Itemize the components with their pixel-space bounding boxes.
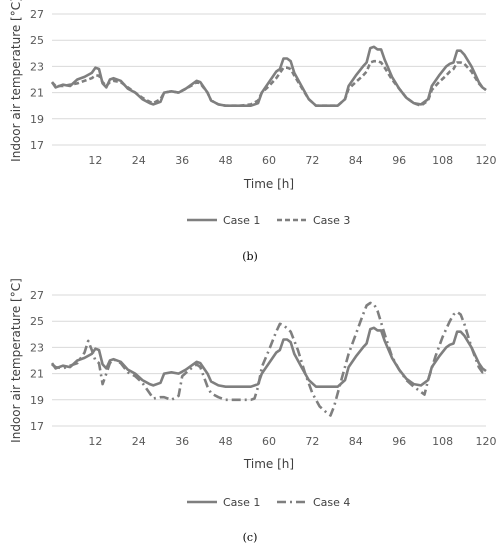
chart-panel-b: 17 19 21 23 25 27 12 24 36 48 60 72 84 96 108 120 Indoor… — [9, 0, 497, 263]
x-tick-label: 36 — [175, 435, 189, 448]
x-axis-label: Time [h] — [243, 457, 294, 471]
y-tick-label: 25 — [30, 315, 44, 328]
x-tick-label: 60 — [262, 154, 276, 167]
y-tick-label: 23 — [30, 341, 44, 354]
x-tick-label: 96 — [392, 154, 406, 167]
x-tick-label: 12 — [88, 154, 102, 167]
legend-label: Case 1 — [223, 214, 260, 227]
x-tick-label: 12 — [88, 435, 102, 448]
legend-label: Case 3 — [313, 214, 350, 227]
y-axis-label: Indoor air temperature [°C] — [9, 278, 23, 443]
x-tick-label: 24 — [132, 154, 146, 167]
x-axis-label: Time [h] — [243, 177, 294, 191]
x-tick-label: 24 — [132, 435, 146, 448]
y-tick-label: 27 — [30, 289, 44, 302]
y-tick-label: 27 — [30, 8, 44, 21]
legend-label: Case 4 — [313, 496, 350, 509]
x-tick-label: 120 — [476, 435, 497, 448]
panel-label: (b) — [242, 250, 258, 263]
series-line-case-1 — [50, 326, 487, 388]
chart-panel-c: 17 19 21 23 25 27 12 24 36 48 60 72 84 96 108 120 Indoor… — [9, 278, 497, 544]
x-tick-label: 48 — [219, 154, 233, 167]
legend-label: Case 1 — [223, 496, 260, 509]
y-tick-label: 17 — [30, 420, 44, 433]
x-tick-label: 84 — [349, 154, 363, 167]
y-tick-label: 21 — [30, 87, 44, 100]
x-tick-label: 48 — [219, 435, 233, 448]
x-tick-label: 84 — [349, 435, 363, 448]
x-tick-label: 60 — [262, 435, 276, 448]
x-tick-label: 72 — [305, 435, 319, 448]
y-tick-label: 17 — [30, 139, 44, 152]
panel-label: (c) — [243, 531, 258, 544]
y-tick-label: 21 — [30, 368, 44, 381]
y-tick-label: 23 — [30, 60, 44, 73]
x-tick-label: 120 — [476, 154, 497, 167]
x-tick-label: 108 — [432, 154, 453, 167]
series-line-case-4 — [51, 301, 486, 417]
y-axis-label: Indoor air temperature [°C] — [9, 0, 23, 162]
x-tick-label: 72 — [305, 154, 319, 167]
series-line-case-3 — [51, 59, 487, 107]
x-tick-label: 36 — [175, 154, 189, 167]
y-tick-label: 19 — [30, 113, 44, 126]
x-tick-label: 96 — [392, 435, 406, 448]
series-line-case-1 — [50, 45, 487, 107]
x-tick-label: 108 — [432, 435, 453, 448]
y-tick-label: 19 — [30, 394, 44, 407]
y-tick-label: 25 — [30, 34, 44, 47]
